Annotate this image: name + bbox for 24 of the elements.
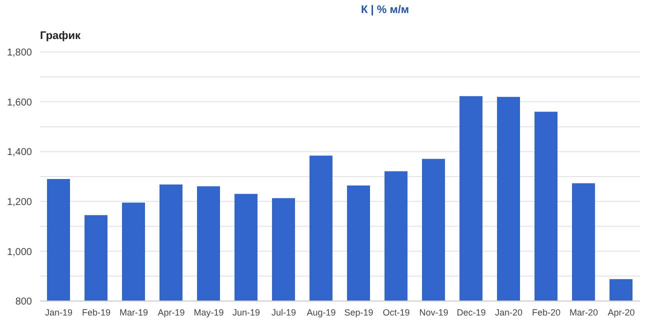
x-tick-label: Aug-19 xyxy=(306,307,336,318)
y-tick-label: 1,000 xyxy=(6,246,32,258)
y-tick-label: 1,600 xyxy=(6,97,32,108)
y-tick-label: 1,200 xyxy=(6,196,32,208)
x-tick-label: Jun-19 xyxy=(232,307,260,318)
chart-subtitle: К | % м/м xyxy=(360,4,410,16)
x-tick-label: Apr-19 xyxy=(158,307,185,318)
x-tick-label: Apr-20 xyxy=(608,307,635,318)
x-tick-label: Jan-19 xyxy=(44,307,73,318)
y-tick-label: 800 xyxy=(15,296,32,308)
x-tick-label: Sep-19 xyxy=(344,307,374,318)
chart-title: График xyxy=(40,30,81,42)
x-tick-label: Feb-20 xyxy=(532,307,561,318)
x-tick-label: Jul-19 xyxy=(271,307,296,318)
x-tick-label: Oct-19 xyxy=(382,307,410,318)
y-tick-label: 1,400 xyxy=(6,147,32,158)
y-tick-label: 1,800 xyxy=(6,48,32,59)
x-tick-label: Dec-19 xyxy=(456,307,486,318)
x-tick-label: Mar-20 xyxy=(569,307,598,318)
x-tick-label: May-19 xyxy=(194,307,224,318)
x-tick-label: Nov-19 xyxy=(419,307,448,318)
x-tick-label: Feb-19 xyxy=(82,307,111,318)
x-tick-label: Jan-20 xyxy=(494,307,523,318)
x-tick-label: Mar-19 xyxy=(119,307,148,318)
